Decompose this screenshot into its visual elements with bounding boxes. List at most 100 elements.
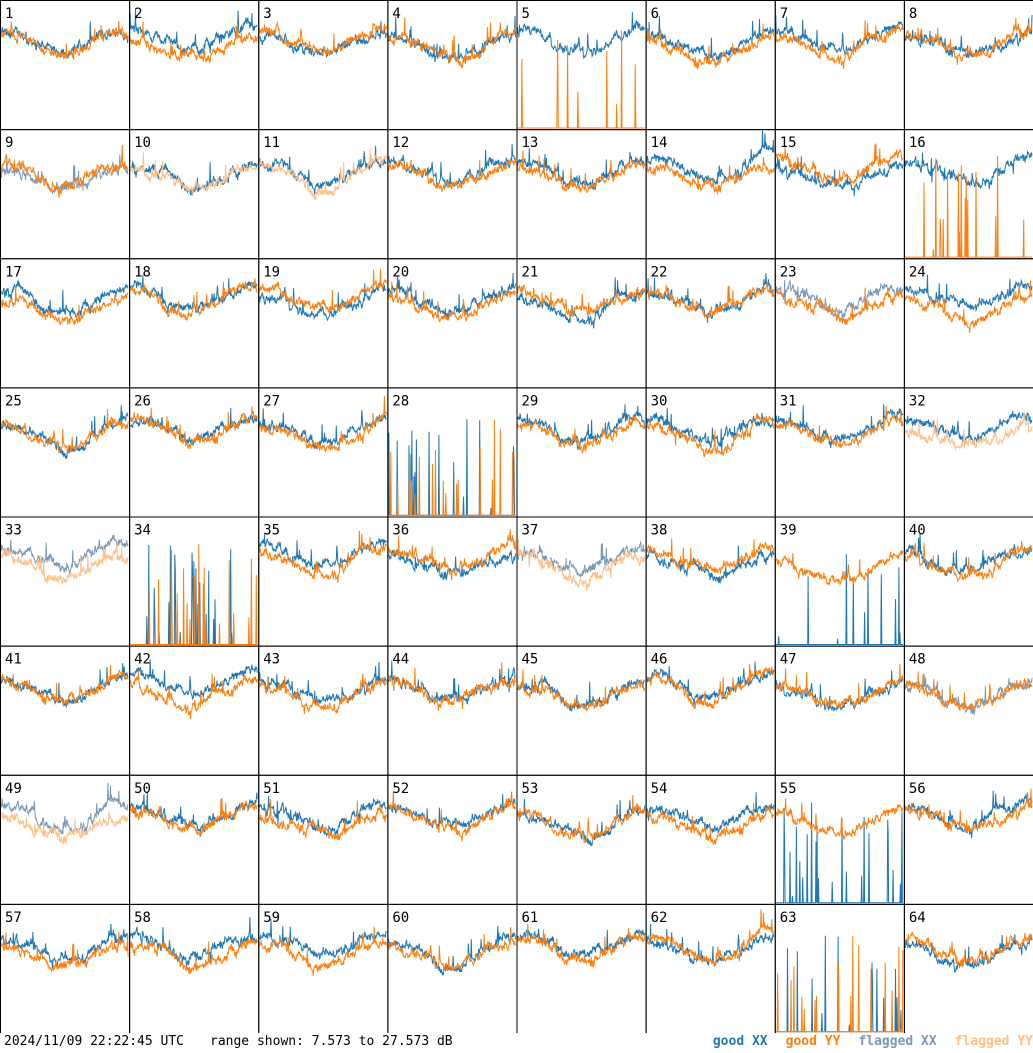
panel-63: 63	[774, 903, 905, 1033]
panel-label-2: 2	[134, 6, 142, 22]
panel-61: 61	[516, 903, 647, 1033]
panel-45: 45	[516, 645, 647, 776]
panel-29: 29	[516, 387, 647, 518]
series-yy-26	[129, 406, 258, 450]
legend: good XX good YY flagged XX flagged YY	[695, 1034, 1033, 1049]
panel-50: 50	[129, 774, 260, 905]
series-yy-20	[387, 281, 516, 323]
panel-label-8: 8	[909, 6, 917, 22]
panel-48: 48	[903, 645, 1033, 776]
timestamp: 2024/11/09 22:22:45 UTC	[4, 1034, 185, 1049]
legend-item-4: flagged YY	[954, 1034, 1033, 1049]
series-xx-11	[258, 145, 387, 195]
panel-5: 5	[516, 0, 647, 131]
series-yy-57	[0, 931, 129, 973]
panel-label-45: 45	[522, 652, 539, 668]
series-yy-1	[0, 20, 129, 61]
series-xx-33	[0, 534, 129, 575]
series-yy-50	[129, 797, 258, 837]
panel-frame-1	[0, 0, 131, 131]
series-yy-53	[517, 795, 646, 844]
series-yy-32	[904, 411, 1033, 451]
panel-16: 16	[903, 129, 1033, 260]
panel-frame-9	[0, 129, 131, 260]
series-yy-35	[258, 530, 387, 583]
series-yy-8	[904, 17, 1033, 65]
panel-label-56: 56	[909, 781, 926, 797]
panel-28: 28	[387, 387, 518, 518]
panel-label-7: 7	[780, 6, 788, 22]
panel-frame-8	[903, 0, 1033, 131]
series-yy-38	[646, 538, 775, 575]
panel-frame-2	[129, 0, 260, 131]
panel-label-44: 44	[392, 652, 409, 668]
panel-22: 22	[645, 258, 776, 389]
panel-label-14: 14	[651, 135, 668, 151]
series-xx-37	[517, 541, 646, 579]
panel-label-27: 27	[263, 393, 280, 409]
series-yy-6	[646, 24, 775, 70]
panel-label-50: 50	[134, 781, 151, 797]
legend-item-2: good YY	[785, 1034, 841, 1049]
panel-60: 60	[387, 903, 518, 1033]
series-xx-42	[129, 659, 258, 700]
panel-30: 30	[645, 387, 776, 518]
series-yy-59	[258, 926, 387, 976]
panel-label-17: 17	[5, 264, 22, 280]
series-yy-16	[904, 155, 1032, 258]
panel-label-10: 10	[134, 135, 151, 151]
panel-54: 54	[645, 774, 776, 905]
panel-58: 58	[129, 903, 260, 1033]
panel-31: 31	[774, 387, 905, 518]
series-xx-29	[517, 404, 646, 450]
series-yy-39	[775, 549, 904, 587]
panel-41: 41	[0, 645, 131, 776]
panel-43: 43	[258, 645, 389, 776]
series-yy-44	[387, 662, 516, 712]
panel-label-57: 57	[5, 910, 22, 926]
panel-label-15: 15	[780, 135, 797, 151]
panel-label-51: 51	[263, 781, 280, 797]
series-xx-32	[904, 410, 1033, 445]
panel-label-43: 43	[263, 652, 280, 668]
panel-9: 9	[0, 129, 131, 260]
series-xx-58	[129, 917, 258, 969]
panel-label-21: 21	[522, 264, 539, 280]
series-xx-8	[904, 14, 1033, 59]
panel-49: 49	[0, 774, 131, 905]
panel-label-31: 31	[780, 393, 797, 409]
panel-1: 1	[0, 0, 131, 131]
panel-51: 51	[258, 774, 389, 905]
panel-4: 4	[387, 0, 518, 131]
series-yy-15	[775, 143, 904, 185]
panel-label-12: 12	[392, 135, 409, 151]
range-label: range shown: 7.573 to 27.573 dB	[210, 1034, 453, 1049]
panel-label-41: 41	[5, 652, 22, 668]
panel-frame-3	[258, 0, 389, 131]
series-yy-24	[904, 280, 1033, 333]
panel-label-42: 42	[134, 652, 151, 668]
panel-23: 23	[774, 258, 905, 389]
panel-13: 13	[516, 129, 647, 260]
series-yy-42	[129, 670, 258, 720]
panel-52: 52	[387, 774, 518, 905]
panel-36: 36	[387, 516, 518, 647]
series-xx-16	[904, 149, 1033, 190]
series-yy-19	[258, 268, 387, 313]
panel-label-52: 52	[392, 781, 409, 797]
panel-17: 17	[0, 258, 131, 389]
panel-label-29: 29	[522, 393, 539, 409]
panel-40: 40	[903, 516, 1033, 647]
legend-item-1: good XX	[712, 1034, 768, 1049]
panel-label-11: 11	[263, 135, 280, 151]
series-yy-43	[258, 673, 387, 715]
series-yy-10	[129, 152, 258, 195]
series-yy-18	[129, 278, 258, 321]
panel-label-33: 33	[5, 523, 22, 539]
series-xx-24	[904, 274, 1033, 313]
panel-label-58: 58	[134, 910, 151, 926]
series-xx-57	[0, 923, 129, 970]
panel-32: 32	[903, 387, 1033, 518]
series-yy-48	[904, 671, 1033, 713]
